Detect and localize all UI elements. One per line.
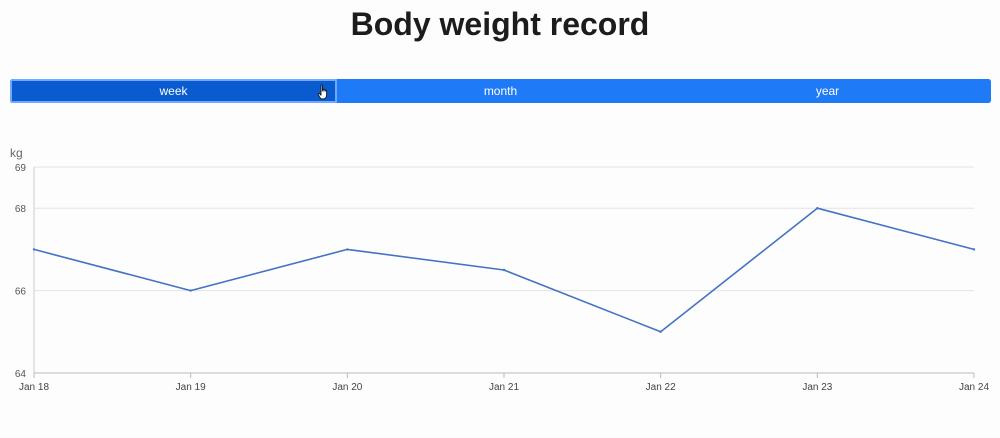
data-point <box>659 330 662 333</box>
y-tick-label: 66 <box>15 287 27 298</box>
tab-week-label: week <box>159 84 188 98</box>
x-tick-label: Jan 23 <box>802 382 832 393</box>
tab-year[interactable]: year <box>664 79 991 103</box>
hand-cursor-icon <box>317 84 328 100</box>
data-point <box>346 248 349 251</box>
x-tick-label: Jan 19 <box>176 382 206 393</box>
y-tick-label: 69 <box>15 163 27 174</box>
data-point <box>816 207 819 210</box>
tab-month-label: month <box>483 84 518 98</box>
y-tick-label: 68 <box>15 204 27 215</box>
x-tick-label: Jan 20 <box>332 382 362 393</box>
data-point <box>972 248 976 251</box>
tab-week[interactable]: week <box>10 79 337 103</box>
weight-line-chart: 64 66 68 69 kg Jan 18 Jan 19 Jan 20 Jan 21 Jan 22… <box>10 146 989 393</box>
x-tick-label: Jan 18 <box>19 382 49 393</box>
data-point <box>32 248 36 251</box>
data-point <box>189 289 192 292</box>
data-point <box>502 268 506 272</box>
tab-month[interactable]: month <box>337 79 664 103</box>
y-tick-label: 64 <box>15 369 27 380</box>
y-axis-label: kg <box>10 146 23 160</box>
x-tick-label: Jan 22 <box>646 382 676 393</box>
period-toggle: week month year <box>10 79 991 103</box>
x-tick-label: Jan 21 <box>489 382 519 393</box>
page-title: Body weight record <box>350 6 650 42</box>
tab-year-label: year <box>815 84 840 98</box>
x-tick-label: Jan 24 <box>959 382 989 393</box>
